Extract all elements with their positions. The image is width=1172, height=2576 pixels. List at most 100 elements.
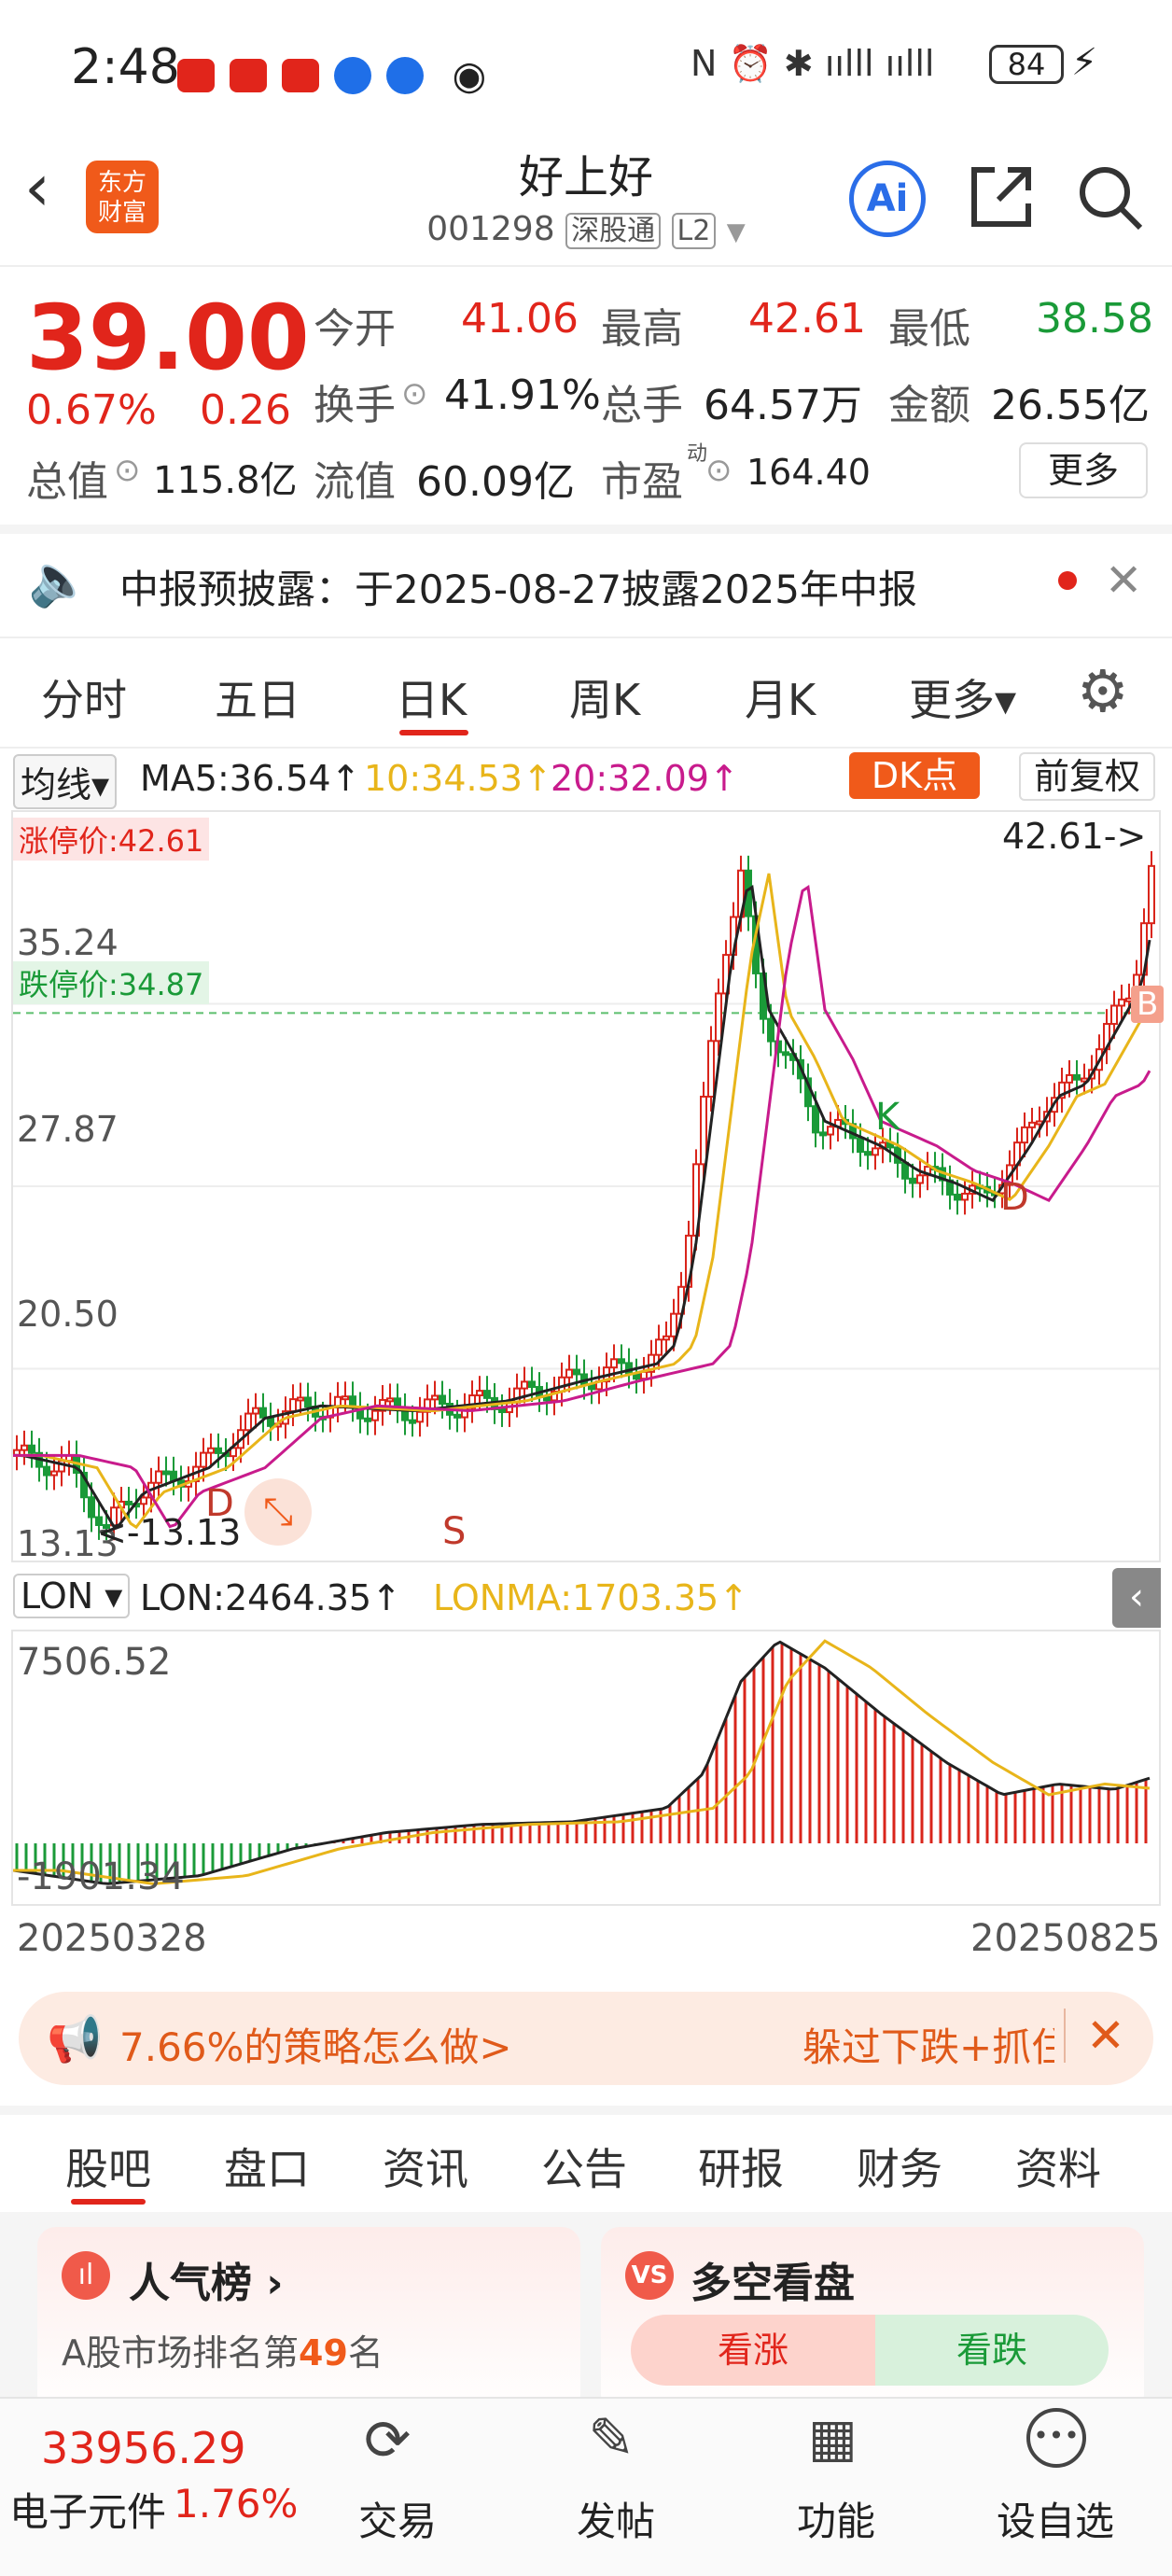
tab-forum[interactable]: 股吧 [65, 2144, 151, 2194]
tab-news[interactable]: 资讯 [383, 2144, 468, 2194]
open-label: 今开 [314, 305, 396, 353]
last-price: 39.00 [26, 286, 310, 390]
tab-minute[interactable]: 分时 [41, 675, 127, 725]
clock: 2:48 [71, 39, 180, 95]
ma-legend: 均线▾ MA5:36.54↑ 10:34.53↑ 20:32.09↑ DK点 前… [0, 749, 1172, 809]
market-cap-value: 115.8亿 [153, 459, 298, 502]
app-logo[interactable]: 东方 财富 [86, 161, 159, 233]
chevron-down-icon: ▼ [726, 218, 746, 246]
float-cap-value: 60.09亿 [416, 458, 575, 506]
post-button[interactable]: 发帖 [577, 2499, 656, 2544]
popularity-rank: 49 [299, 2332, 348, 2373]
charging-icon: ⚡ [1071, 41, 1098, 84]
tab-daily-k[interactable]: 日K [396, 675, 467, 725]
ai-assistant-icon[interactable]: Ai [849, 161, 926, 237]
collapse-panel-icon[interactable]: ‹ [1112, 1568, 1161, 1628]
change-percent: 0.67% [26, 386, 157, 434]
more-quote-button[interactable]: 更多 [1019, 442, 1148, 498]
unread-dot [1058, 571, 1077, 590]
ma5-value: MA5:36.54↑ [140, 758, 361, 799]
bearish-button[interactable]: 看跌 [875, 2315, 1109, 2386]
stock-code-line[interactable]: 001298 深股通 L2 ▼ [0, 207, 1172, 249]
add-watchlist-button[interactable]: 设自选 [997, 2499, 1115, 2544]
info-icon[interactable]: ⊙ [114, 452, 141, 489]
expand-icon[interactable]: ⤡ [244, 1478, 312, 1546]
low-label: 最低 [888, 305, 970, 353]
app-notify-icon [282, 58, 319, 92]
tab-weekly-k[interactable]: 周K [569, 675, 641, 725]
tab-financials[interactable]: 财务 [857, 2144, 942, 2194]
active-tab-indicator [71, 2199, 146, 2205]
close-icon[interactable]: ✕ [1064, 2009, 1125, 2063]
dk-point-button[interactable]: DK点 [849, 752, 980, 799]
info-icon[interactable]: ⊙ [705, 452, 732, 489]
app-notify-icon [230, 58, 267, 92]
sector-index-value[interactable]: 33956.29 [41, 2423, 246, 2473]
max-price-label: 42.61-> [1002, 816, 1147, 857]
stock-header: ‹ 东方 财富 好上好 001298 深股通 L2 ▼ Ai [0, 131, 1172, 265]
quote-panel: 39.00 0.67% 0.26 今开 41.06 最高 42.61 最低 38… [0, 269, 1172, 521]
back-arrow-icon[interactable]: ‹ [24, 149, 50, 226]
y-axis-label: 27.87 [17, 1109, 119, 1150]
popularity-subtitle: A股市场排名第49名 [62, 2332, 384, 2373]
trade-button[interactable]: 交易 [358, 2499, 438, 2544]
function-button[interactable]: 功能 [797, 2499, 876, 2544]
low-value: 38.58 [1036, 295, 1153, 343]
signal-d-marker[interactable]: D [1000, 1176, 1029, 1219]
pe-label: 市盈 [601, 458, 683, 506]
gear-icon[interactable]: ⚙ [1077, 657, 1129, 725]
cards-area: ıl 人气榜 › A股市场排名第49名 VS 多空看盘 看涨 看跌 [0, 2212, 1172, 2414]
chart-bar-icon: ıl [62, 2251, 110, 2300]
system-icons: N ⏰ ✱ ıılll ıılll [691, 43, 935, 84]
share-icon[interactable] [967, 162, 1036, 231]
stock-name: 好上好 [518, 151, 653, 203]
lonma-value: LONMA:1703.35↑ [433, 1577, 749, 1618]
amount-value: 26.55亿 [991, 382, 1150, 429]
signal-d-marker[interactable]: D [205, 1482, 234, 1525]
connect-tag: 深股通 [565, 213, 662, 249]
adjust-mode-button[interactable]: 前复权 [1019, 752, 1155, 801]
tab-profile[interactable]: 资料 [1015, 2144, 1101, 2194]
lon-canvas [13, 1639, 1151, 1885]
signal-s-marker[interactable]: S [442, 1510, 467, 1553]
notice-bar[interactable]: 🔈 中报预披露：于2025-08-27披露2025年中报 ✕ [0, 534, 1172, 637]
sector-name[interactable]: 电子元件 [9, 2489, 167, 2535]
open-value: 41.06 [461, 295, 579, 343]
status-bar: 2:48 ◉ N ⏰ ✱ ıılll ıılll 84 ⚡ [0, 0, 1172, 131]
tab-more[interactable]: 更多▾ [909, 675, 1017, 725]
tab-five-day[interactable]: 五日 [215, 675, 300, 725]
lon-chart[interactable]: 7506.52 -1901.34 [11, 1630, 1161, 1906]
vs-icon: VS [625, 2251, 674, 2300]
limit-up-label: 涨停价:42.61 [13, 818, 210, 861]
signal-k-marker[interactable]: K [875, 1096, 900, 1139]
pe-value: 164.40 [746, 452, 871, 493]
close-icon[interactable]: ✕ [1105, 554, 1143, 607]
sector-change: 1.76% [174, 2481, 299, 2527]
tab-monthly-k[interactable]: 月K [745, 675, 816, 725]
high-label: 最高 [601, 305, 683, 353]
lon-value: LON:2464.35↑ [140, 1577, 401, 1618]
search-icon[interactable] [1075, 162, 1146, 233]
volume-value: 64.57万 [704, 382, 862, 429]
tab-market-depth[interactable]: 盘口 [224, 2144, 310, 2194]
notice-text: 中报预披露：于2025-08-27披露2025年中报 [119, 567, 917, 612]
bullish-button[interactable]: 看涨 [631, 2315, 875, 2386]
change-amount: 0.26 [200, 386, 291, 434]
pe-dynamic-tag: 动 [687, 442, 708, 466]
info-icon[interactable]: ⊙ [401, 375, 428, 413]
y-axis-label: 35.24 [17, 922, 119, 963]
app-notify-icon [177, 58, 215, 92]
sub-indicator-dropdown[interactable]: LON ▾ [13, 1574, 131, 1618]
kline-chart[interactable]: 涨停价:42.61 跌停价:34.87 35.24 27.87 20.50 13… [11, 810, 1165, 1564]
indicator-dropdown[interactable]: 均线▾ [13, 754, 118, 809]
tab-announcements[interactable]: 公告 [541, 2144, 627, 2194]
volume-label: 总手 [601, 382, 683, 429]
signal-b-marker[interactable]: B [1131, 986, 1165, 1023]
bull-bear-card[interactable]: VS 多空看盘 看涨 看跌 [601, 2227, 1144, 2414]
lon-y-bottom: -1901.34 [17, 1855, 185, 1898]
tab-research[interactable]: 研报 [698, 2144, 784, 2194]
min-price-label: <-13.13 [97, 1512, 242, 1553]
strategy-banner[interactable]: 📢 7.66%的策略怎么做> 躲过下跌+抓住 ✕ [19, 1992, 1153, 2085]
popularity-card[interactable]: ıl 人气榜 › A股市场排名第49名 [37, 2227, 580, 2414]
y-axis-label: 20.50 [17, 1294, 119, 1335]
